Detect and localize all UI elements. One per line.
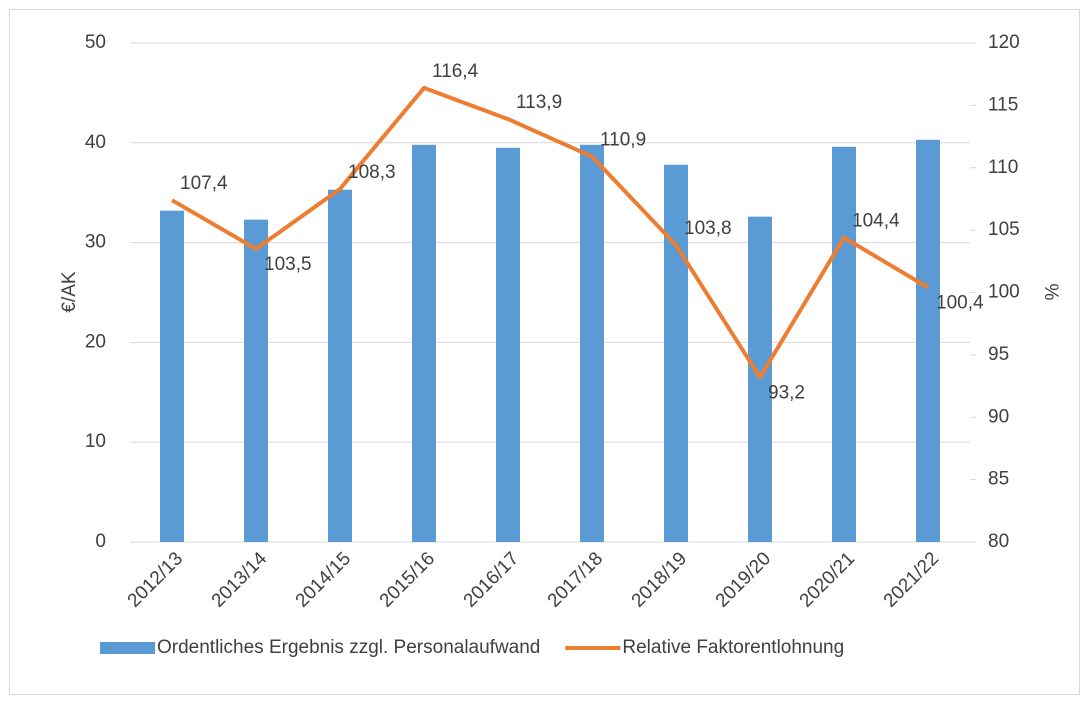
data-label: 93,2 (768, 382, 805, 403)
y-tick-label: 0 (95, 531, 106, 552)
legend-swatch (100, 642, 155, 654)
bar (328, 189, 352, 542)
y-axis-label: €/AK (59, 271, 80, 313)
chart-frame (9, 9, 1080, 695)
data-label: 116,4 (432, 61, 479, 82)
y-tick-label: 10 (85, 431, 106, 452)
y-tick-label: 40 (85, 132, 106, 153)
bar (580, 144, 604, 542)
bar (496, 147, 520, 543)
y2-tick-label: 105 (988, 219, 1020, 240)
bar (664, 164, 688, 543)
bar (412, 144, 436, 542)
y2-tick-label: 80 (988, 531, 1009, 552)
data-label: 110,9 (600, 130, 646, 151)
y-tick-label: 30 (85, 232, 106, 253)
y-tick-label: 20 (85, 331, 106, 352)
line (170, 85, 930, 380)
y2-tick-label: 120 (988, 32, 1020, 53)
data-label: 104,4 (852, 211, 900, 232)
y2-tick-label: 115 (988, 94, 1018, 115)
data-label: 103,5 (264, 254, 312, 275)
data-label: 100,4 (936, 293, 984, 314)
y2-tick-label: 90 (988, 406, 1009, 427)
data-label: 113,9 (516, 92, 562, 113)
y2-tick-label: 100 (988, 282, 1020, 303)
bar (832, 146, 856, 543)
legend-label: Ordentliches Ergebnis zzgl. Personalaufw… (157, 637, 540, 658)
bar (160, 210, 184, 542)
data-label: 107,4 (180, 173, 228, 194)
data-label: 103,8 (684, 218, 732, 239)
y2-tick-label: 85 (988, 469, 1009, 490)
legend-label: Relative Faktorentlohnung (622, 637, 844, 658)
y-tick-label: 50 (85, 32, 106, 53)
y2-tick-label: 110 (988, 157, 1018, 178)
bar (916, 139, 940, 542)
y2-tick-label: 95 (988, 344, 1009, 365)
bar (244, 219, 268, 542)
y2-axis-label: % (1040, 284, 1061, 301)
data-label: 108,3 (348, 162, 396, 183)
